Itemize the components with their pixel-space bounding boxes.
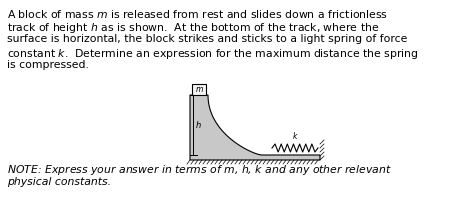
Bar xyxy=(192,84,206,95)
Text: surface is horizontal, the block strikes and sticks to a light spring of force: surface is horizontal, the block strikes… xyxy=(7,34,406,44)
Text: k: k xyxy=(292,132,297,141)
Text: NOTE: Express your answer in terms of $m$, $h$, $k$ and any other relevant: NOTE: Express your answer in terms of $m… xyxy=(7,163,391,177)
Text: constant $k$.  Determine an expression for the maximum distance the spring: constant $k$. Determine an expression fo… xyxy=(7,47,418,61)
Text: A block of mass $m$ is released from rest and slides down a frictionless: A block of mass $m$ is released from res… xyxy=(7,8,387,20)
Text: m: m xyxy=(195,85,202,94)
Text: is compressed.: is compressed. xyxy=(7,60,89,70)
Text: h: h xyxy=(196,121,201,129)
Text: physical constants.: physical constants. xyxy=(7,177,111,187)
Polygon shape xyxy=(190,95,319,160)
Text: track of height $h$ as is shown.  At the bottom of the track, where the: track of height $h$ as is shown. At the … xyxy=(7,21,379,35)
